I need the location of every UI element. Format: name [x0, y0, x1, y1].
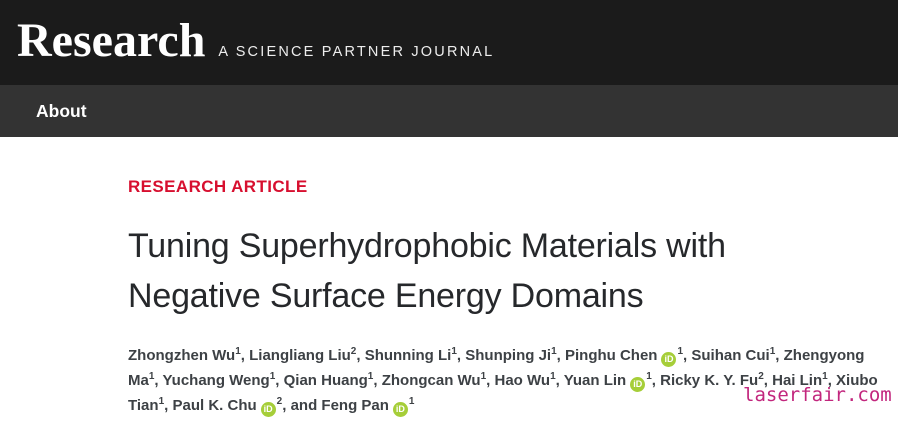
- author-name[interactable]: Zhongcan Wu: [381, 372, 481, 389]
- article-title-line-1: Tuning Superhydrophobic Materials with: [128, 227, 726, 265]
- author-affiliation-sup: 1: [367, 371, 374, 382]
- author-affiliation-sup: 1: [769, 346, 776, 357]
- author-name[interactable]: Suihan Cui: [691, 347, 770, 364]
- author-affiliation-sup: 2: [276, 396, 283, 407]
- author-name[interactable]: Xiubo Tian: [128, 372, 878, 414]
- author-affiliation-sup: 1: [646, 371, 652, 382]
- author-affiliation-sup: 1: [158, 396, 165, 407]
- author-name[interactable]: Ricky K. Y. Fu: [660, 372, 759, 389]
- author-affiliation-sup: 1: [451, 346, 457, 357]
- orcid-icon[interactable]: iD: [392, 402, 408, 417]
- orcid-icon[interactable]: iD: [260, 402, 276, 417]
- author-affiliation-sup: 1: [235, 346, 241, 357]
- author-name[interactable]: Zhongzhen Wu: [128, 347, 236, 364]
- author-name[interactable]: Yuchang Weng: [162, 372, 270, 389]
- nav-item-about[interactable]: About: [36, 100, 87, 121]
- author-name[interactable]: Zhengyong Ma: [128, 347, 865, 389]
- orcid-icon[interactable]: iD: [661, 352, 677, 367]
- journal-logo[interactable]: Research: [17, 14, 206, 67]
- article-type-label: RESEARCH ARTICLE: [128, 177, 308, 196]
- author-affiliation-sup: 1: [551, 346, 557, 357]
- author-affiliation-sup: 1: [677, 346, 684, 357]
- article-title-line-2: Negative Surface Energy Domains: [128, 277, 644, 315]
- author-name[interactable]: Hai Lin: [772, 372, 823, 389]
- author-name[interactable]: Liangliang Liu: [249, 347, 351, 364]
- author-affiliation-sup: 1: [550, 371, 556, 382]
- author-name[interactable]: Shunping Ji: [465, 347, 552, 364]
- author-affiliation-sup: 1: [408, 396, 415, 407]
- author-list: Zhongzhen Wu1, Liangliang Liu2, Shunning…: [128, 343, 885, 418]
- author-name[interactable]: Pinghu Chen: [564, 347, 658, 364]
- author-name[interactable]: Shunning Li: [364, 347, 452, 364]
- journal-masthead: Research A SCIENCE PARTNER JOURNAL: [0, 0, 898, 85]
- author-affiliation-sup: 1: [148, 371, 155, 382]
- author-name[interactable]: Qian Huang: [283, 372, 368, 389]
- article-title: Tuning Superhydrophobic Materials with N…: [128, 221, 890, 321]
- author-name[interactable]: Yuan Lin: [563, 372, 627, 389]
- author-affiliation-sup: 1: [269, 371, 276, 382]
- author-name[interactable]: Paul K. Chu: [172, 397, 257, 414]
- author-affiliation-sup: 1: [822, 371, 828, 382]
- watermark-text: laserfair.com: [743, 384, 892, 406]
- article-header: RESEARCH ARTICLE Tuning Superhydrophobic…: [0, 137, 890, 418]
- author-affiliation-sup: 1: [480, 371, 487, 382]
- author-name[interactable]: Feng Pan: [321, 397, 389, 414]
- orcid-icon[interactable]: iD: [630, 377, 646, 392]
- author-affiliation-sup: 2: [758, 371, 764, 382]
- journal-tagline: A SCIENCE PARTNER JOURNAL: [218, 44, 495, 60]
- main-navbar: About: [0, 85, 898, 137]
- author-affiliation-sup: 2: [350, 346, 357, 357]
- author-name[interactable]: Hao Wu: [494, 372, 551, 389]
